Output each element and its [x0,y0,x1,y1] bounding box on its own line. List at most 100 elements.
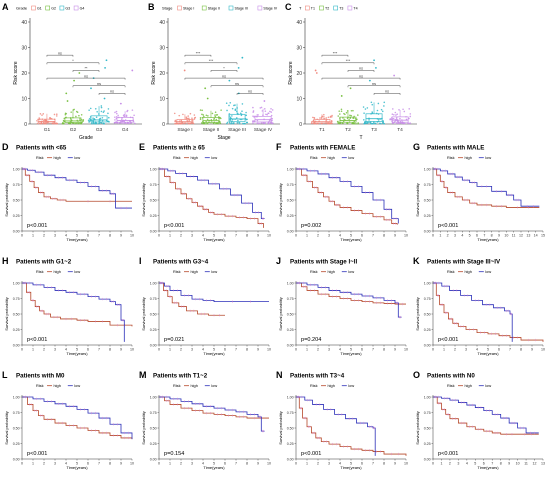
y-tick-label: 0.25 [13,214,20,218]
data-point [95,116,98,119]
x-tick-label: 10 [516,462,520,466]
km-panel-K: K Patients with Stage III~IV Risk high low 0.… [413,256,545,356]
panel-letter: E [139,142,145,152]
x-tick-label: 7 [483,234,485,238]
significance-bracket [347,70,375,72]
x-tick-label: 0 [432,234,434,238]
significance-bracket [321,62,375,65]
km-panel-O: O Patients with N0 Risk high low 0.00 0.25 0.50… [413,370,545,470]
x-tick-label: 10 [267,234,271,238]
x-tick-label: 7 [372,234,374,238]
data-point [392,117,395,120]
y-axis-label: Risk score [13,61,19,85]
data-point [244,122,246,125]
data-point [128,122,130,125]
y-tick-label: 0.50 [13,198,20,202]
x-tick-label: G4 [122,127,129,133]
data-point [323,116,325,118]
x-tick-label: 6 [498,348,500,352]
x-tick-label: 3 [328,234,330,238]
y-tick-label: 0.50 [287,312,294,316]
x-tick-label: 0 [158,348,160,352]
outlier-point [131,69,134,72]
km-panel-H: H Patients with G1~2 Risk high low 0.00 0.25 0.… [2,256,134,356]
data-point [260,106,263,109]
x-tick-label: 7 [372,462,374,466]
y-tick-label: 1.00 [13,281,20,285]
data-point [214,115,217,118]
x-tick-label: 0 [295,348,297,352]
data-point [402,108,404,111]
data-point [191,117,193,120]
data-point [369,122,372,124]
data-point [349,114,351,117]
y-tick-label: 0.75 [150,411,157,415]
x-tick-label: 9 [257,348,259,352]
data-point [182,113,184,116]
x-tick-label: T3 [371,127,377,133]
x-tick-label: 2 [447,234,449,238]
y-tick-label: 0.00 [287,457,294,461]
x-tick-label: 10 [130,462,134,466]
legend-title: Risk [36,155,44,160]
y-axis-label: Risk score [288,61,294,85]
data-point [352,117,354,119]
x-axis-label: Time(years) [203,237,225,242]
significance-label: ns [84,74,88,78]
data-point [396,122,398,125]
significance-bracket [321,77,401,80]
x-tick-label: 1 [306,348,308,352]
data-point [377,102,380,105]
data-point [389,118,392,120]
survival-curve-low [433,396,539,434]
significance-bracket [210,70,238,72]
data-point [331,114,333,117]
x-tick-label: G3 [96,127,103,133]
legend-label: low [211,155,217,160]
x-tick-label: 6 [361,234,363,238]
legend-title: Risk [310,269,318,274]
data-point [100,110,103,113]
legend-title: Risk [36,383,44,388]
data-point [331,122,333,125]
data-point [55,115,58,117]
data-point [63,122,65,125]
data-point [233,104,235,107]
box-T3 [365,113,383,122]
x-tick-label: 10 [404,348,408,352]
data-point [325,117,328,119]
x-tick-label: 8 [109,348,111,352]
outlier-point [237,67,240,69]
x-tick-label: 8 [500,462,502,466]
p-value: p<0.001 [27,451,47,457]
data-point [37,118,39,121]
p-value: p=0.002 [301,223,321,229]
x-tick-label: 6 [483,462,485,466]
x-tick-label: 11 [512,234,516,238]
survival-curve-high [22,396,133,440]
data-point [114,119,116,121]
data-point [256,122,259,125]
panel-letter: I [139,256,142,266]
significance-label: ns [97,82,101,86]
y-axis-label: Survival probability [141,411,146,445]
x-tick-label: 6 [87,462,89,466]
data-point [75,115,77,118]
outlier-point [119,102,122,105]
data-point [238,122,241,125]
y-axis-label: Survival probability [415,297,420,331]
legend-key [319,5,324,11]
y-tick-label: 0.75 [13,411,20,415]
x-tick-label: 9 [257,234,259,238]
x-tick-label: 7 [235,234,237,238]
significance-bracket [46,77,126,80]
data-point [180,119,183,122]
x-axis-label: Time(years) [203,351,225,356]
y-tick-label: 0.50 [287,198,294,202]
x-tick-label: 0 [158,462,160,466]
survival-curve-low [433,282,513,342]
outlier-point [206,97,209,100]
x-tick-label: 6 [361,348,363,352]
data-point [365,122,367,124]
